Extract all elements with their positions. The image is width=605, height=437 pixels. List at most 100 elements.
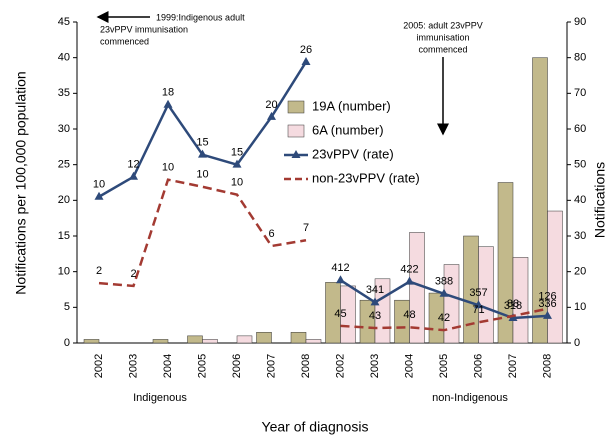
x-tick-label: 2002 [93,354,105,378]
y2-tick-label: 10 [574,301,586,313]
annotation: commenced [418,44,467,54]
line-marker [439,288,449,297]
group-label: non-Indigenous [432,392,508,404]
annotation: 1999:Indigenous adult [156,12,245,22]
annotation: 2005: adult 23vPPV [403,20,483,30]
line-marker [543,310,552,319]
legend-marker [291,150,301,158]
bar [202,339,218,344]
bar [394,299,410,344]
legend-swatch [287,124,305,138]
y-tick-label: 15 [58,230,70,242]
count-label: 357 [469,287,487,299]
x-tick-label: 2002 [334,354,346,378]
count-label: 318 [504,300,522,312]
line-series [98,178,307,288]
x-tick-label: 2003 [369,354,381,378]
count-label: 45 [334,308,346,320]
y-tick-label: 20 [58,194,70,206]
count-label: 26 [300,44,312,56]
group-label: Indigenous [133,392,187,404]
y-tick-label: 25 [58,159,70,171]
count-label: 88 [507,298,519,310]
y2-tick-label: 80 [574,52,586,64]
line-marker [198,149,207,158]
x-tick-label: 2004 [162,354,174,378]
y-tick-label: 0 [64,337,70,349]
bar [532,57,548,344]
legend-label: non-23vPPV (rate) [312,170,420,185]
count-label: 336 [538,298,556,310]
y-tick-label: 30 [58,123,70,135]
y2-tick-label: 20 [574,266,586,278]
count-label: 15 [196,137,208,149]
bar [290,332,307,344]
line-marker [474,300,483,309]
count-label: 71 [472,304,484,316]
count-label: 388 [435,276,453,288]
x-tick-label: 2005 [196,354,208,378]
count-label: 48 [403,309,415,321]
line-marker [267,111,276,120]
count-label: 412 [331,262,349,274]
x-tick-label: 2005 [438,354,450,378]
x-tick-label: 2003 [127,354,139,378]
line-marker [94,191,104,200]
y2-tick-label: 90 [574,16,586,28]
x-tick-label: 2006 [231,354,243,378]
y2-tick-label: 30 [574,230,586,242]
bar [478,246,494,344]
bar [305,339,322,344]
y2-tick-label: 70 [574,87,586,99]
x-tick-label: 2006 [472,354,484,378]
bar [236,335,253,344]
x-tick-label: 2007 [265,354,277,378]
annotation: commenced [100,36,149,46]
line-marker [163,99,173,108]
line-marker [336,275,345,284]
count-label: 10 [162,162,174,174]
annotation: immunisation [416,32,469,42]
bar [547,210,563,344]
x-tick-label: 2008 [541,354,553,378]
count-label: 10 [231,177,243,189]
y-tick-label: 10 [58,266,70,278]
count-label: 341 [366,284,384,296]
count-label: 43 [369,310,381,322]
line-marker [232,159,242,168]
count-label: 2 [130,268,136,280]
x-tick-label: 2007 [507,354,519,378]
bar [443,264,460,344]
y-tick-label: 40 [58,52,70,64]
bar [187,335,203,344]
line-marker [129,171,138,180]
x-tick-label: 2008 [300,354,312,378]
line-marker [301,56,311,65]
x-axis-label: Year of diagnosis [262,419,369,435]
y2-axis-label: Notifications [592,162,605,238]
count-label: 12 [127,159,139,171]
legend-label: 6A (number) [312,122,384,137]
count-label: 6 [268,228,274,240]
bar [512,257,529,344]
line-series [340,307,548,332]
y2-tick-label: 60 [574,123,586,135]
legend-label: 19A (number) [312,98,391,113]
count-label: 15 [231,147,243,159]
count-label: 10 [93,179,105,191]
count-label: 126 [538,291,556,303]
y-tick-label: 35 [58,87,70,99]
count-label: 20 [265,99,277,111]
legend-label: 23vPPV (rate) [312,146,394,161]
count-label: 18 [162,87,174,99]
line-marker [370,297,380,306]
count-label: 2 [96,265,102,277]
y-tick-label: 5 [64,301,70,313]
y-tick-label: 45 [58,16,70,28]
bar [256,332,272,344]
count-label: 422 [400,264,418,276]
y2-tick-label: 40 [574,194,586,206]
y-axis-label: Notifications per 100,000 population [13,71,29,294]
count-label: 7 [303,222,309,234]
